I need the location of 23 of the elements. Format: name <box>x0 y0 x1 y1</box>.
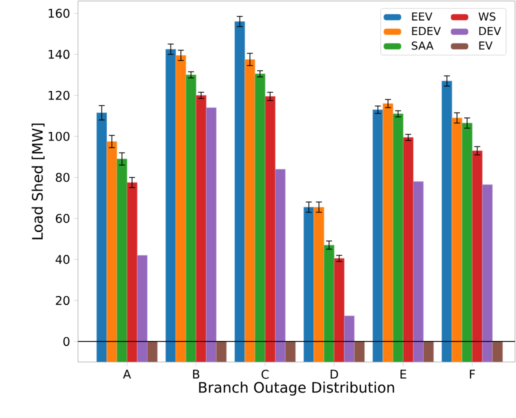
x-tick-label: A <box>123 370 132 378</box>
y-tick-label: 0 <box>63 336 70 346</box>
x-tick-label: E <box>400 370 406 378</box>
y-axis-title: Load Shed [MW] <box>32 124 45 240</box>
x-tick-label: C <box>262 370 269 379</box>
legend-label: EDEV <box>412 27 441 35</box>
x-axis-title: Branch Outage Distribution <box>199 382 394 396</box>
x-tick-label: B <box>193 370 200 378</box>
legend-label: EV <box>479 42 493 50</box>
legend-label: WS <box>478 12 496 21</box>
y-tick-label: 20 <box>56 296 70 305</box>
legend-label: EEV <box>412 12 432 20</box>
y-tick-label: 60 <box>56 214 70 223</box>
legend-label: DEV <box>479 27 501 35</box>
y-tick-label: 120 <box>48 90 70 100</box>
x-tick-label: F <box>470 370 475 378</box>
y-tick-label: 140 <box>48 50 70 59</box>
y-tick-label: 160 <box>48 8 70 18</box>
legend-label: SAA <box>412 41 434 50</box>
y-tick-label: 100 <box>48 132 70 141</box>
y-tick-label: 80 <box>56 172 70 182</box>
x-tick-label: D <box>330 370 338 378</box>
y-tick-label: 40 <box>56 254 70 264</box>
